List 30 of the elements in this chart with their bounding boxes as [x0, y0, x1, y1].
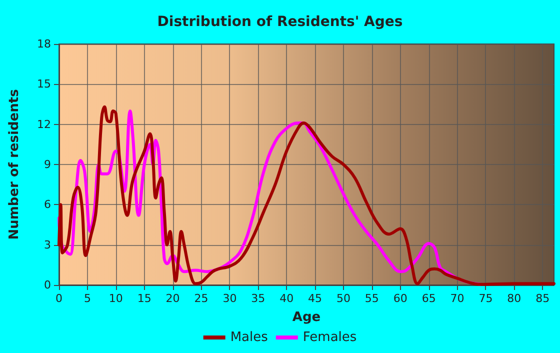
x-tick-label: 15	[137, 292, 152, 305]
x-tick-label: 80	[507, 292, 522, 305]
y-tick-label: 3	[44, 238, 51, 252]
y-tick-label: 12	[37, 118, 51, 131]
x-tick-label: 0	[56, 292, 62, 305]
x-tick-label: 45	[308, 292, 322, 305]
x-tick-label: 10	[108, 292, 123, 305]
x-tick-label: 40	[280, 292, 294, 305]
x-tick-label: 75	[478, 292, 493, 305]
x-tick-label: 30	[222, 292, 237, 305]
x-tick-label: 50	[336, 292, 350, 305]
y-tick-label: 18	[37, 38, 51, 50]
x-axis-title: Age	[292, 310, 321, 325]
x-tick-label: 35	[251, 292, 266, 305]
y-tick-label: 0	[44, 278, 51, 292]
y-tick-label: 9	[44, 158, 51, 171]
x-tick-label: 85	[536, 292, 550, 305]
y-axis-title: Number of residents	[7, 88, 22, 240]
legend-label: Males	[230, 330, 268, 345]
x-tick-label: 70	[450, 292, 464, 305]
chart-title: Distribution of Residents' Ages	[157, 14, 403, 30]
legend-label: Females	[302, 330, 357, 345]
x-tick-label: 55	[364, 292, 379, 305]
x-tick-label: 20	[166, 292, 180, 305]
x-tick-label: 5	[84, 292, 91, 305]
x-tick-label: 65	[422, 292, 436, 305]
x-tick-label: 60	[393, 292, 408, 305]
x-tick-label: 25	[194, 292, 208, 305]
y-tick-label: 6	[44, 198, 51, 212]
y-tick-label: 15	[37, 78, 51, 91]
